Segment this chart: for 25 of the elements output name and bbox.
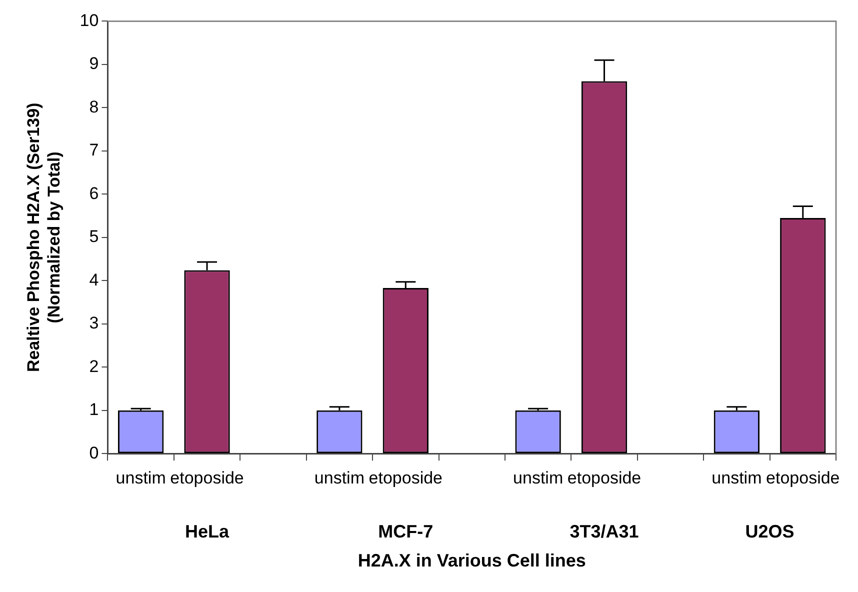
x-tick-label: etoposide — [766, 468, 840, 488]
x-axis-title: H2A.X in Various Cell lines — [358, 550, 586, 571]
y-tick-label: 6 — [89, 184, 99, 203]
y-tick-label: 7 — [89, 140, 99, 160]
x-tick-label: etoposide — [368, 468, 443, 488]
y-axis-title: Realtive Phospho H2A.X (Ser139) (Normalized by Total) — [24, 102, 64, 372]
y-tick-label: 10 — [80, 10, 99, 30]
y-tick-label: 2 — [89, 356, 99, 376]
x-tick-label: unstim — [314, 468, 364, 488]
text: 3T3/A31 — [570, 522, 639, 542]
x-tick-label: unstim — [513, 468, 564, 488]
y-tick-label: 1 — [89, 400, 99, 420]
y-tick-label: 0 — [89, 443, 99, 462]
y-tick-label: 8 — [89, 97, 99, 116]
x-tick-label: unstim — [712, 468, 762, 488]
x-tick-label: etoposide — [567, 468, 642, 488]
text: U2OS — [745, 522, 794, 542]
y-tick-label: 5 — [89, 227, 99, 246]
x-tick-label: etoposide — [170, 468, 244, 488]
y-tick-label: 3 — [89, 314, 99, 333]
text: MCF-7 — [378, 522, 434, 542]
text: HeLa — [185, 522, 230, 542]
y-tick-label: 4 — [89, 270, 99, 290]
y-tick-label: 9 — [89, 54, 99, 74]
x-tick-label: unstim — [116, 468, 166, 488]
